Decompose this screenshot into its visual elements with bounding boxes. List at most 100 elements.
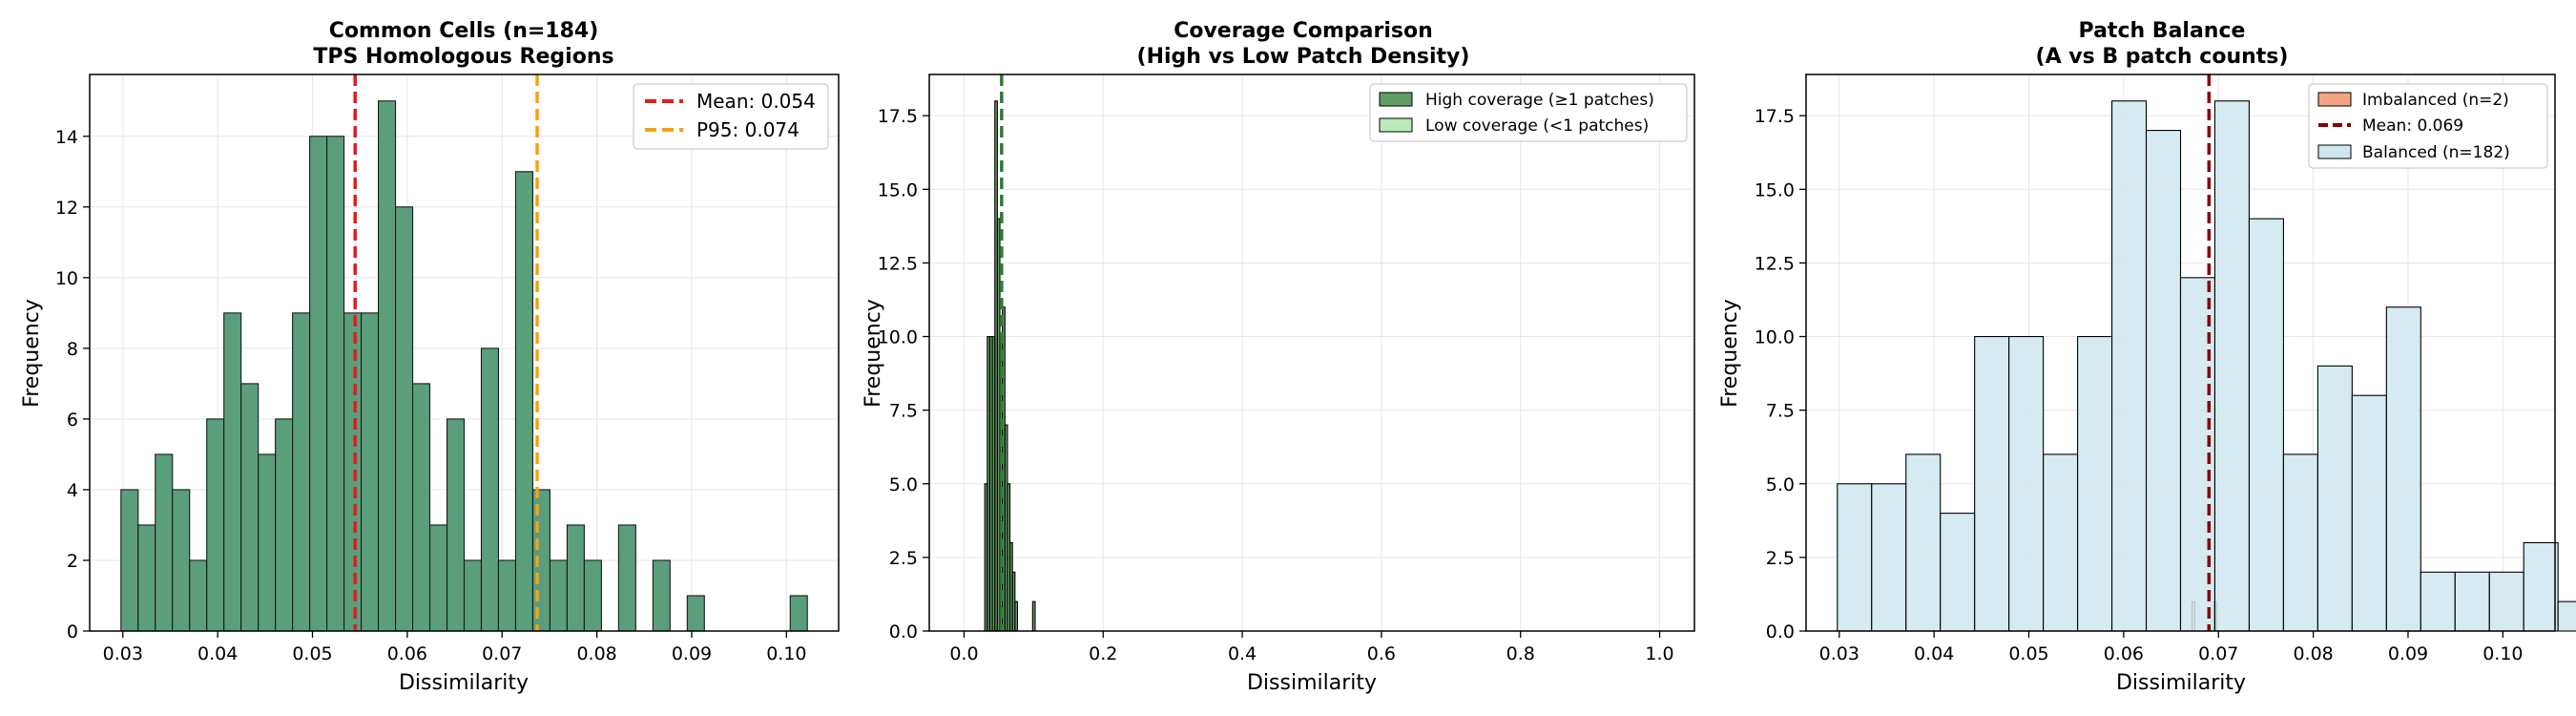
panel-3-xlabel: Dissimilarity (2116, 671, 2246, 695)
y-tick-label: 4 (67, 480, 78, 501)
x-tick-label: 0.07 (482, 643, 522, 664)
panel-2-grid (929, 74, 1694, 632)
histogram-bar (1837, 483, 1873, 632)
legend-label-mean: Mean: 0.054 (696, 90, 816, 113)
histogram-bar (2351, 394, 2387, 632)
y-tick-label: 17.5 (1755, 106, 1795, 127)
x-tick-label: 0.04 (197, 643, 238, 664)
y-tick-label: 10 (55, 268, 78, 289)
histogram-bar (137, 524, 156, 632)
y-tick-label: 15.0 (878, 179, 918, 200)
x-tick-label: 0.08 (576, 643, 616, 664)
histogram-bar (2077, 335, 2113, 632)
panel-3-title: Patch Balance (2079, 19, 2246, 43)
y-tick-label: 0.0 (1766, 621, 1795, 642)
histogram-bar (2385, 306, 2421, 632)
y-tick-label: 14 (55, 127, 78, 148)
panel-patch-balance: Patch Balance (A vs B patch counts) 0.03… (1718, 19, 2576, 695)
x-tick-label: 0.06 (2104, 643, 2144, 664)
y-tick-label: 17.5 (878, 106, 918, 127)
panel-1-axes-frame (89, 74, 840, 632)
histogram-bar (686, 595, 705, 632)
histogram-bar (514, 171, 533, 632)
legend-label-p95: P95: 0.074 (696, 118, 800, 141)
x-tick-label: 0.05 (292, 643, 332, 664)
histogram-bar (2420, 571, 2456, 632)
y-tick-label: 12 (55, 198, 78, 219)
x-tick-label: 0.10 (2483, 643, 2523, 664)
x-tick-label: 0.09 (2388, 643, 2428, 664)
y-tick-label: 8 (67, 339, 78, 360)
x-tick-label: 1.0 (1645, 643, 1673, 664)
histogram-bar (326, 136, 345, 632)
panel-2-legend: High coverage (≥1 patches) Low coverage … (1369, 83, 1688, 142)
panel-3-legend-box (2308, 83, 2548, 169)
histogram-bar (583, 559, 602, 632)
panel-1-subtitle: TPS Homologous Regions (313, 45, 613, 69)
histogram-bar (120, 489, 139, 632)
histogram-bar (497, 559, 517, 632)
histogram-bar (480, 347, 500, 632)
histogram-bar (1905, 453, 1942, 632)
legend-label-balanced: Balanced (n=182) (2362, 143, 2510, 162)
panel-2-ylabel: Frequency (862, 299, 885, 408)
y-tick-label: 7.5 (889, 401, 918, 422)
x-tick-label: 0.05 (2008, 643, 2048, 664)
y-tick-label: 0.0 (889, 621, 918, 642)
histogram-bar (2145, 130, 2182, 632)
histogram-bar (292, 312, 311, 632)
panel-coverage-comparison: Coverage Comparison (High vs Low Patch D… (862, 19, 1695, 695)
histogram-bar (446, 418, 466, 632)
x-tick-label: 0.04 (1914, 643, 1954, 664)
histogram-bar (789, 595, 808, 632)
x-tick-label: 0.0 (949, 643, 978, 664)
histogram-bar (2557, 600, 2576, 632)
legend-label-high-coverage: High coverage (≥1 patches) (1425, 91, 1654, 110)
panel-1-legend: Mean: 0.054 P95: 0.074 (633, 83, 829, 150)
y-tick-label: 0 (67, 621, 78, 642)
x-tick-label: 0.6 (1367, 643, 1396, 664)
panel-3-ticks: 0.03 0.04 0.05 0.06 0.07 0.08 0.09 0.10 0.0 2.5 5.… (1755, 106, 2524, 664)
panel-2-ticks: 0.0 0.2 0.4 0.6 0.8 1.0 0.0 2.5 5.0 7.5 10.0 12.5 15… (878, 106, 1674, 664)
y-tick-label: 2.5 (1766, 548, 1795, 569)
panel-3-legend: Imbalanced (n=2) Mean: 0.069 Balanced (n… (2308, 83, 2548, 169)
x-tick-label: 0.09 (672, 643, 712, 664)
y-tick-label: 7.5 (1766, 401, 1795, 422)
y-tick-label: 6 (67, 410, 78, 431)
legend-swatch-balanced (2317, 144, 2352, 159)
panel-3-bars (1837, 100, 2576, 632)
legend-label-imbalanced: Imbalanced (n=2) (2362, 91, 2509, 110)
histogram-bar (1014, 600, 1019, 632)
histogram-bar (463, 559, 483, 632)
panel-1-reference-lines (353, 74, 539, 631)
panel-1-xlabel: Dissimilarity (399, 671, 529, 695)
panel-1-title: Common Cells (n=184) (329, 19, 599, 43)
histogram-bar (1031, 600, 1036, 632)
histogram-bar (2523, 541, 2559, 632)
legend-swatch-high-coverage (1379, 92, 1413, 107)
histogram-bar (343, 312, 363, 632)
panel-2-axes-frame (928, 74, 1695, 632)
histogram-bar (652, 559, 671, 632)
histogram-bar (361, 312, 380, 632)
histogram-bar (2316, 365, 2353, 632)
x-tick-label: 0.2 (1089, 643, 1117, 664)
histogram-bar (617, 524, 636, 632)
y-tick-label: 5.0 (1766, 474, 1795, 495)
y-tick-label: 2 (67, 551, 78, 572)
legend-label-mean-3: Mean: 0.069 (2362, 116, 2463, 136)
histogram-bar (275, 418, 294, 632)
histogram-bar (411, 383, 431, 632)
histogram-bar (2213, 100, 2250, 632)
histogram-bar (1974, 335, 2010, 632)
y-tick-label: 12.5 (878, 253, 918, 274)
x-tick-label: 0.10 (766, 643, 806, 664)
legend-label-low-coverage: Low coverage (<1 patches) (1425, 116, 1649, 136)
histogram-bar (2282, 453, 2318, 632)
panel-1-bars (120, 100, 808, 632)
x-tick-label: 0.07 (2198, 643, 2238, 664)
panel-3-axes-frame (1805, 74, 2556, 632)
histogram-bar (1940, 513, 1976, 632)
panel-1-ylabel: Frequency (20, 299, 44, 408)
panel-2-title: Coverage Comparison (1174, 19, 1433, 43)
